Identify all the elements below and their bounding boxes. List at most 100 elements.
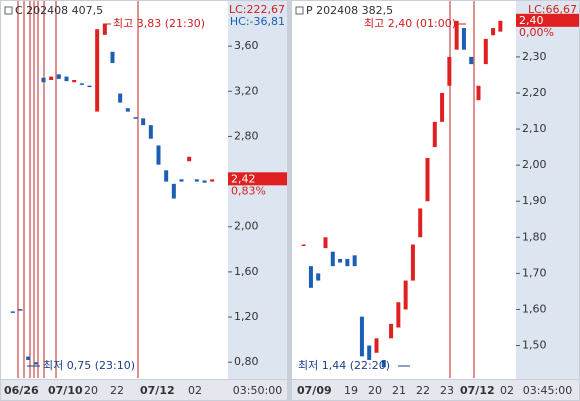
candle xyxy=(148,125,153,139)
x-tick-label: 07/10 xyxy=(48,384,83,397)
candle xyxy=(33,362,38,365)
candle xyxy=(483,38,488,65)
y-tick-label: 2,10 xyxy=(522,122,547,135)
high-note: 최고 2,40 (01:00) xyxy=(364,17,456,30)
y-tick-label: 2,00 xyxy=(522,158,547,171)
candle xyxy=(381,359,386,368)
y-tick-label: 1,20 xyxy=(234,310,259,323)
x-tick-label: 02 xyxy=(500,384,514,397)
title: P 202408 382,5 xyxy=(306,4,393,17)
y-tick-label: 1,60 xyxy=(522,302,547,315)
candle xyxy=(95,29,100,112)
candle xyxy=(118,93,123,103)
x-tick-label: 20 xyxy=(84,384,98,397)
axis-strip xyxy=(516,1,579,379)
x-tick-label: 07/12 xyxy=(460,384,495,397)
title-icon xyxy=(4,6,13,15)
time-label: 03:50:00 xyxy=(233,384,282,397)
change: 0,83% xyxy=(231,184,266,197)
candle xyxy=(133,117,138,119)
x-tick-label: 23 xyxy=(440,384,454,397)
y-tick-label: 1,60 xyxy=(234,265,259,278)
x-tick-label: 20 xyxy=(368,384,382,397)
last-price: 2,42 xyxy=(231,172,256,185)
x-tick-label: 22 xyxy=(110,384,124,397)
low-note: 최저 1,44 (22:20) xyxy=(298,359,390,372)
x-tick-label: 02 xyxy=(188,384,202,397)
y-tick-label: 2,30 xyxy=(522,50,547,63)
change: 0,00% xyxy=(519,26,554,39)
candle xyxy=(18,309,23,311)
plot-area xyxy=(1,1,228,379)
candle xyxy=(432,121,437,148)
y-tick-label: 1,70 xyxy=(522,266,547,279)
candle xyxy=(308,266,313,288)
candle xyxy=(476,85,481,101)
y-tick-label: 2,20 xyxy=(522,86,547,99)
candle xyxy=(323,237,328,249)
candle xyxy=(425,157,430,202)
lc-label: LC:222,67 xyxy=(229,3,285,16)
lc-label: LC:66,67 xyxy=(528,3,577,16)
candle xyxy=(418,208,423,238)
candle xyxy=(367,345,372,360)
hc-label: HC:-36,81 xyxy=(230,15,285,28)
y-tick-label: 1,50 xyxy=(522,339,547,352)
candle xyxy=(469,56,474,65)
x-tick-label: 07/09 xyxy=(297,384,332,397)
candle xyxy=(187,156,192,162)
candle xyxy=(72,79,77,83)
y-tick-label: 0,80 xyxy=(234,355,259,368)
candle xyxy=(164,170,169,182)
candle xyxy=(352,255,357,267)
x-tick-label: 06/26 xyxy=(4,384,39,397)
y-tick-label: 3,60 xyxy=(234,39,259,52)
candle xyxy=(316,273,321,281)
time-label: 03:45:00 xyxy=(523,384,572,397)
candle xyxy=(41,77,46,83)
candle xyxy=(345,258,350,267)
candle xyxy=(79,83,84,85)
low-note: 최저 0,75 (23:10) xyxy=(43,359,135,372)
candle xyxy=(110,51,115,64)
candle xyxy=(26,356,31,360)
x-tick-label: 07/12 xyxy=(140,384,175,397)
plot-area xyxy=(292,1,516,379)
candle xyxy=(447,56,452,86)
y-tick-label: 1,90 xyxy=(522,194,547,207)
candle xyxy=(102,23,107,35)
last-price-box xyxy=(516,13,579,27)
candle xyxy=(87,85,92,88)
candle xyxy=(498,20,503,32)
candle xyxy=(374,338,379,353)
candle xyxy=(10,311,15,313)
high-note: 최고 3,83 (21:30) xyxy=(113,17,205,30)
last-price-box xyxy=(228,172,287,186)
x-tick-label: 21 xyxy=(392,384,406,397)
candle xyxy=(440,92,445,122)
candle xyxy=(56,74,61,79)
candle xyxy=(202,180,207,183)
candle xyxy=(125,108,130,112)
candle xyxy=(141,118,146,126)
axis-strip xyxy=(228,1,287,379)
x-axis-strip xyxy=(292,380,579,400)
candle xyxy=(49,76,54,80)
x-tick-label: 19 xyxy=(344,384,358,397)
x-axis-strip xyxy=(1,380,287,400)
candle xyxy=(491,28,496,36)
candle xyxy=(338,258,343,263)
candle xyxy=(389,323,394,339)
candle xyxy=(64,76,69,82)
candle xyxy=(171,183,176,199)
candle xyxy=(301,244,306,247)
title: C 202408 407,5 xyxy=(15,4,103,17)
candle xyxy=(179,179,184,182)
y-tick-label: 2,80 xyxy=(234,129,259,142)
candle xyxy=(454,20,459,50)
candle xyxy=(359,316,364,357)
y-tick-label: 2,00 xyxy=(234,220,259,233)
candle xyxy=(396,302,401,328)
candle xyxy=(194,179,199,182)
